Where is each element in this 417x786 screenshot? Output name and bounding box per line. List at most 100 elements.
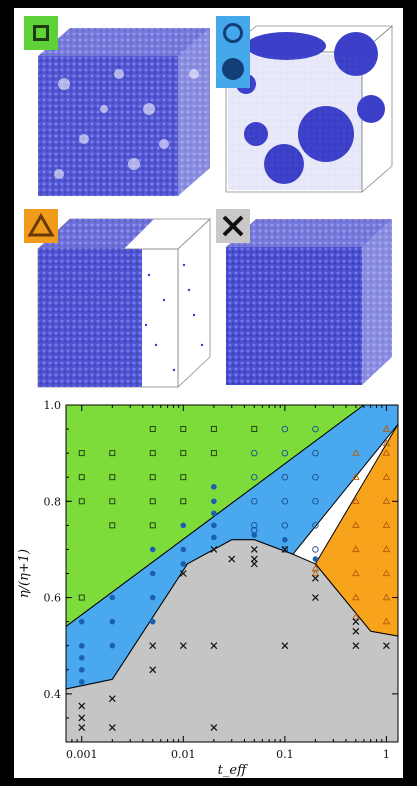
open-circle-point-2: [251, 498, 258, 505]
cross-point-15: [250, 555, 258, 563]
cross-point-13: [250, 546, 258, 553]
filled-circle-point-22: [312, 556, 319, 562]
filled-circle-point-17: [211, 510, 217, 517]
square-point-2: [78, 498, 85, 505]
open-circle-point-16: [312, 546, 319, 553]
open-circle-point-6: [281, 449, 289, 457]
filled-circle-point-15: [211, 484, 217, 490]
square-point-7: [109, 522, 116, 529]
square-point-3: [78, 594, 85, 601]
cross-point-22: [352, 642, 360, 650]
open-circle-point-7: [281, 473, 289, 481]
square-point-16: [180, 498, 187, 505]
square-point-4: [109, 450, 116, 457]
square-point-8: [149, 426, 156, 433]
filled-circle-point-10: [149, 594, 156, 601]
cross-point-19: [312, 574, 319, 582]
triangle-point-3: [352, 521, 360, 529]
square-marker-icon: [24, 16, 58, 50]
square-point-10: [149, 474, 156, 481]
cross-point-16: [281, 546, 289, 553]
triangle-point-11: [382, 473, 391, 480]
phase-regions: [65, 404, 399, 743]
open-circle-point-15: [312, 522, 319, 529]
triangle-point-9: [382, 439, 391, 447]
square-point-17: [210, 426, 217, 433]
y-tick-label-0: 0.4: [44, 688, 62, 701]
filled-circle-point-13: [180, 546, 187, 553]
filled-circle-point-6: [109, 618, 116, 625]
cross-point-3: [108, 695, 116, 703]
x-tick-label-0: 0.001: [66, 748, 98, 761]
square-point-12: [149, 522, 156, 529]
cross-point-1: [78, 714, 86, 722]
triangle-point-17: [382, 617, 391, 625]
cross-point-7: [179, 570, 187, 577]
filled-circle-point-14: [180, 561, 187, 567]
square-point-18: [210, 450, 217, 457]
triangle-point-1: [352, 473, 360, 480]
square-point-0: [78, 450, 85, 457]
cross-point-10: [210, 724, 218, 731]
cross-point-18: [312, 594, 319, 601]
triangle-point-15: [382, 569, 391, 577]
cross-point-4: [108, 724, 116, 731]
triangle-point-4: [352, 545, 360, 553]
square-point-9: [149, 450, 156, 457]
filled-circle-point-0: [78, 618, 85, 625]
filled-circle-point-20: [251, 532, 258, 538]
x-tick-label-3: 1: [383, 748, 390, 761]
cross-point-5: [149, 642, 157, 650]
snapshot-cross-phase: [226, 219, 392, 385]
open-circle-point-3: [251, 522, 258, 529]
open-circle-point-9: [281, 522, 289, 529]
cross-marker-icon: [216, 209, 250, 243]
triangle-point-16: [382, 593, 391, 601]
cross-point-20: [352, 618, 360, 626]
y-tick-label-3: 1.0: [44, 399, 62, 412]
open-circle-point-10: [281, 546, 289, 553]
cross-point-8: [179, 642, 187, 650]
cross-point-17: [281, 642, 289, 650]
triangle-point-14: [382, 545, 391, 553]
filled-circle-point-4: [78, 679, 85, 685]
filled-circle-point-1: [78, 642, 85, 649]
triangle-point-12: [382, 497, 391, 504]
open-and-filled-circle-icon: [216, 16, 250, 88]
open-circle-point-0: [251, 449, 258, 457]
data-points: [78, 424, 391, 731]
triangle-point-6: [352, 593, 360, 601]
triangle-point-5: [352, 569, 360, 577]
open-circle-point-11: [312, 425, 319, 433]
square-point-1: [78, 474, 85, 481]
triangle-point-8: [382, 424, 391, 432]
x-tick-label-1: 0.01: [171, 748, 196, 761]
filled-circle-point-5: [109, 594, 116, 601]
filled-circle-point-19: [211, 534, 217, 541]
filled-circle-point-2: [78, 654, 85, 661]
cross-point-11: [210, 546, 218, 553]
square-point-5: [109, 474, 116, 481]
x-tick-label-2: 0.1: [276, 748, 294, 761]
square-point-13: [180, 426, 187, 433]
open-circle-point-13: [312, 473, 319, 481]
open-circle-point-5: [281, 425, 289, 433]
triangle-marker-icon: [24, 209, 58, 243]
cross-point-12: [228, 555, 236, 563]
cross-point-2: [78, 724, 86, 731]
filled-circle-point-12: [180, 522, 187, 529]
square-point-6: [109, 498, 116, 505]
filled-circle-point-9: [149, 570, 156, 577]
snapshot-circle-phase: [224, 25, 394, 193]
square-point-14: [180, 450, 187, 457]
filled-circle-point-18: [211, 522, 217, 529]
square-point-15: [180, 474, 187, 481]
triangle-point-0: [352, 449, 360, 456]
cross-point-23: [383, 642, 390, 650]
snapshot-triangle-phase: [36, 218, 212, 388]
triangle-point-10: [382, 449, 391, 456]
snapshot-square-phase: [38, 28, 210, 196]
filled-circle-point-7: [109, 642, 116, 649]
square-point-11: [149, 498, 156, 505]
